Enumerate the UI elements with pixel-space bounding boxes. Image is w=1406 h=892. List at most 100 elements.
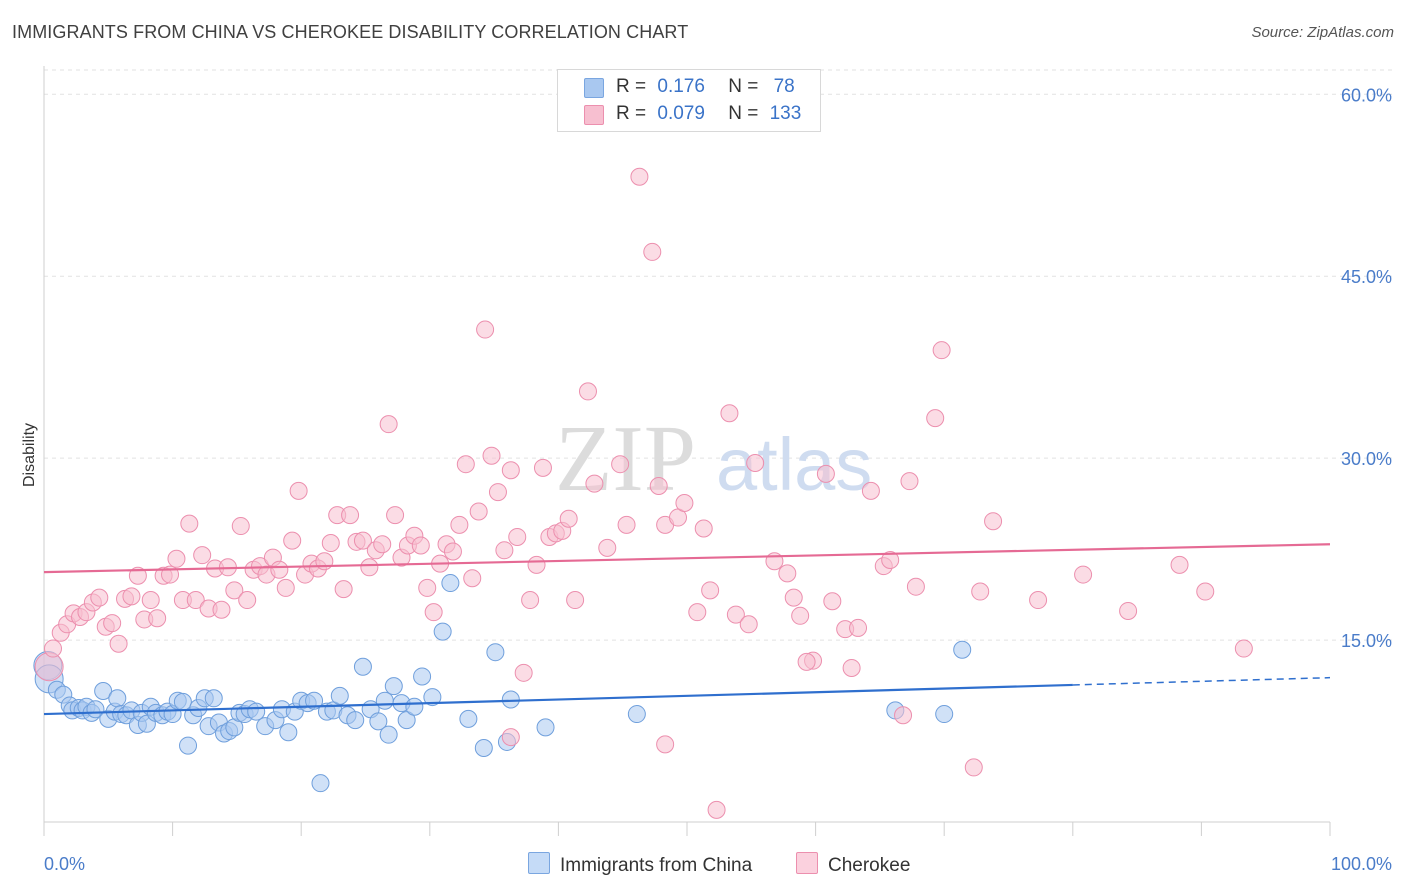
point-cherokee <box>984 512 1003 531</box>
point-cherokee <box>849 618 868 637</box>
point-immigrants-from-china <box>536 718 555 737</box>
r-label: R = <box>616 76 647 97</box>
point-immigrants-from-china <box>94 682 113 701</box>
trend-line-immigrants-from-china <box>43 683 1073 716</box>
point-immigrants-from-china <box>330 686 349 705</box>
point-cherokee <box>501 461 520 480</box>
point-cherokee <box>630 167 649 186</box>
point-cherokee <box>482 446 501 465</box>
tick-labels: 15.0% 30.0% 45.0% 60.0% 0.0% 100.0% <box>44 85 1392 874</box>
trend-line-extension <box>1072 676 1331 686</box>
n-value: 133 <box>769 103 802 124</box>
bottom-legend-china: Immigrants from China <box>528 852 752 877</box>
point-cherokee <box>44 639 63 658</box>
watermark-atlas: atlas <box>716 423 872 506</box>
y-tick-label: 45.0% <box>1341 267 1392 287</box>
point-cherokee <box>501 728 520 747</box>
point-cherokee <box>270 560 289 579</box>
n-label: N = <box>728 103 759 124</box>
point-cherokee <box>816 464 835 483</box>
point-immigrants-from-china <box>353 657 372 676</box>
grid-lines <box>44 69 1392 641</box>
bottom-legend-label-cherokee: Cherokee <box>828 855 911 876</box>
point-cherokee <box>585 474 604 493</box>
point-immigrants-from-china <box>935 705 954 724</box>
point-cherokee <box>1074 565 1093 584</box>
point-immigrants-from-china <box>441 574 460 593</box>
point-cherokee <box>495 541 514 560</box>
point-cherokee <box>964 758 983 777</box>
point-cherokee <box>109 634 128 653</box>
point-cherokee <box>823 592 842 611</box>
point-immigrants-from-china <box>346 711 365 730</box>
point-cherokee <box>726 605 745 624</box>
point-immigrants-from-china <box>375 691 394 710</box>
point-immigrants-from-china <box>405 697 424 716</box>
bottom-legend-swatch-china <box>528 852 550 874</box>
point-cherokee <box>784 588 803 607</box>
point-cherokee <box>238 591 257 610</box>
point-immigrants-from-china <box>204 689 223 708</box>
data-points <box>33 167 1253 819</box>
point-immigrants-from-china <box>474 739 493 758</box>
y-tick-label: 15.0% <box>1341 631 1392 651</box>
point-immigrants-from-china <box>311 774 330 793</box>
y-tick-label: 30.0% <box>1341 449 1392 469</box>
point-cherokee <box>193 546 212 565</box>
bottom-legend-cherokee: Cherokee <box>796 852 910 877</box>
watermark: ZIP atlas <box>555 407 872 511</box>
n-label: N = <box>728 76 759 97</box>
point-cherokee <box>906 577 925 596</box>
point-immigrants-from-china <box>501 690 520 709</box>
point-cherokee <box>791 606 810 625</box>
point-immigrants-from-china <box>305 691 324 710</box>
point-cherokee <box>225 581 244 600</box>
trend-line-cherokee <box>43 543 1331 574</box>
correlation-legend: R = 0.176 N = 78 R = 0.079 N = 133 <box>557 69 821 132</box>
point-cherokee <box>932 341 951 360</box>
point-cherokee <box>578 382 597 401</box>
point-cherokee <box>456 455 475 474</box>
point-cherokee <box>533 458 552 477</box>
point-immigrants-from-china <box>369 712 388 731</box>
point-cherokee <box>617 515 636 534</box>
y-tick-label: 60.0% <box>1341 85 1392 105</box>
point-cherokee <box>720 404 739 423</box>
point-cherokee <box>379 415 398 434</box>
point-cherokee <box>283 531 302 550</box>
x-tick-label: 0.0% <box>44 854 85 874</box>
point-cherokee <box>521 591 540 610</box>
point-immigrants-from-china <box>413 667 432 686</box>
point-cherokee <box>186 591 205 610</box>
legend-swatch-china <box>584 78 604 98</box>
point-cherokee <box>797 652 816 671</box>
point-cherokee <box>881 551 900 570</box>
point-cherokee <box>566 591 585 610</box>
point-cherokee <box>746 453 765 472</box>
point-immigrants-from-china <box>627 705 646 724</box>
legend-swatch-cherokee <box>584 105 604 125</box>
point-cherokee <box>643 242 662 261</box>
point-immigrants-from-china <box>247 702 266 721</box>
point-cherokee <box>450 515 469 534</box>
y-axis-label: Disability <box>21 423 38 487</box>
point-cherokee <box>167 549 186 568</box>
axes <box>43 66 1331 836</box>
source-label: Source: ZipAtlas.com <box>1251 24 1394 41</box>
point-immigrants-from-china <box>379 725 398 744</box>
point-cherokee <box>360 558 379 577</box>
point-immigrants-from-china <box>384 677 403 696</box>
point-cherokee <box>289 481 308 500</box>
point-immigrants-from-china <box>433 622 452 641</box>
chart-title: IMMIGRANTS FROM CHINA VS CHEROKEE DISABI… <box>12 22 689 42</box>
point-cherokee <box>1196 582 1215 601</box>
point-cherokee <box>148 609 167 628</box>
legend-text-cherokee: R = 0.079 N = 133 <box>616 103 801 125</box>
point-cherokee <box>443 542 462 561</box>
point-immigrants-from-china <box>486 643 505 662</box>
point-cherokee <box>276 578 295 597</box>
point-cherokee <box>103 614 122 633</box>
point-cherokee <box>688 603 707 622</box>
point-cherokee <box>894 706 913 725</box>
